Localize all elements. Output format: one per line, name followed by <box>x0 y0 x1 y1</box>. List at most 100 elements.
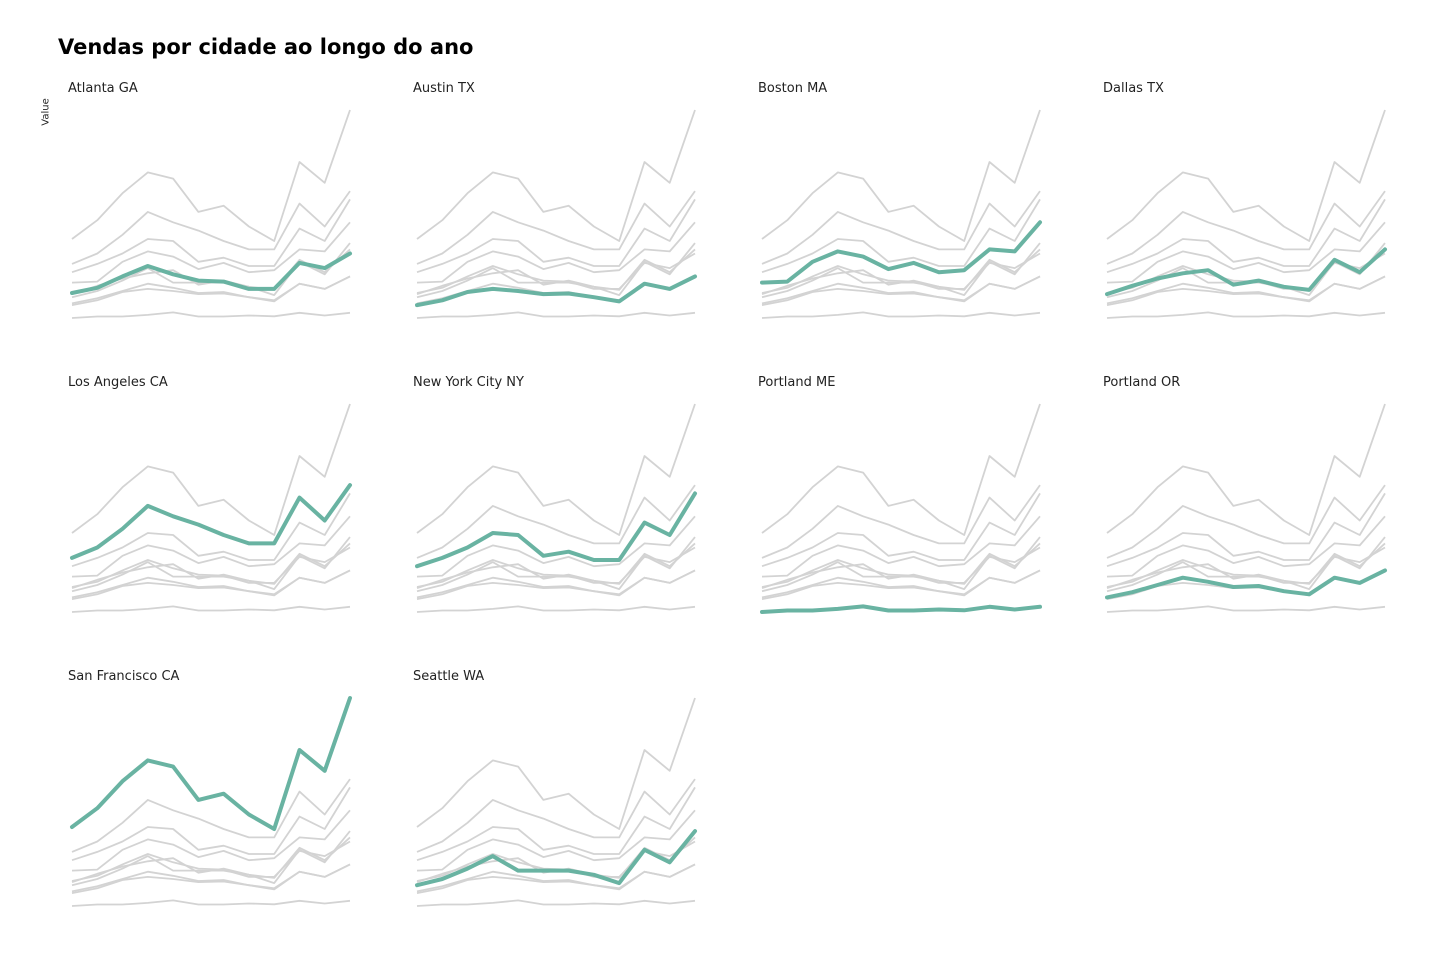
background-series-line <box>71 221 351 284</box>
background-series-line <box>416 778 696 853</box>
background-series-line <box>761 311 1041 319</box>
background-series-line <box>71 198 351 274</box>
background-series-line <box>761 190 1041 265</box>
background-series-line <box>71 542 351 589</box>
background-series-line <box>71 863 351 893</box>
background-series-line <box>1106 221 1386 284</box>
background-series-line <box>761 569 1041 599</box>
background-series-line <box>416 221 696 284</box>
background-series-line <box>71 109 351 242</box>
highlight-series-line <box>415 491 697 569</box>
background-series-line <box>71 836 351 883</box>
facet-portland-or: Portland OR <box>1103 375 1387 613</box>
facet-title: Portland ME <box>758 375 835 390</box>
facet-title: Atlanta GA <box>68 81 138 96</box>
facet-austin-tx: Austin TX <box>413 81 697 319</box>
background-series-line <box>71 899 351 907</box>
background-series-line <box>761 109 1041 242</box>
background-series-line <box>761 275 1041 305</box>
highlight-series-line <box>760 220 1042 285</box>
facet-boston-ma: Boston MA <box>758 81 1042 319</box>
background-series-line <box>416 109 696 242</box>
facet-portland-me: Portland ME <box>758 375 1042 614</box>
facet-title: Seattle WA <box>413 669 484 684</box>
background-series-line <box>761 484 1041 559</box>
facet-title: San Francisco CA <box>68 669 180 684</box>
background-series-line <box>71 311 351 319</box>
background-series-line <box>1106 492 1386 568</box>
background-series-line <box>761 515 1041 578</box>
background-series-line <box>761 536 1041 593</box>
facet-title: Portland OR <box>1103 375 1180 390</box>
background-series-line <box>416 786 696 862</box>
facet-title: New York City NY <box>413 375 524 390</box>
background-series-line <box>1106 242 1386 299</box>
background-series-line <box>71 786 351 862</box>
facet-los-angeles-ca: Los Angeles CA <box>68 375 352 613</box>
highlight-series-line <box>1105 568 1387 600</box>
background-series-line <box>71 403 351 536</box>
background-series-line <box>416 242 696 299</box>
background-series-line <box>1106 190 1386 265</box>
highlight-series-line <box>415 274 697 308</box>
background-series-line <box>416 569 696 599</box>
background-series-line <box>71 242 351 299</box>
background-series-line <box>1106 109 1386 242</box>
background-series-line <box>71 605 351 613</box>
facet-title: Austin TX <box>413 81 475 96</box>
highlight-series-line <box>70 483 352 560</box>
background-series-line <box>416 697 696 830</box>
background-series-line <box>1106 515 1386 578</box>
background-series-line <box>416 863 696 893</box>
background-series-line <box>416 198 696 274</box>
facet-new-york-city-ny: New York City NY <box>413 375 697 613</box>
highlight-series-line <box>1105 247 1387 297</box>
background-series-line <box>416 605 696 613</box>
background-series-line <box>416 536 696 593</box>
background-series-line <box>416 809 696 872</box>
background-series-line <box>71 809 351 872</box>
background-series-line <box>416 899 696 907</box>
highlight-series-line <box>70 251 352 295</box>
background-series-line <box>71 515 351 578</box>
background-series-line <box>761 403 1041 536</box>
background-series-line <box>1106 198 1386 274</box>
facet-san-francisco-ca: San Francisco CA <box>68 669 352 907</box>
background-series-line <box>416 311 696 319</box>
background-series-line <box>416 484 696 559</box>
background-series-line <box>1106 275 1386 305</box>
facet-title: Los Angeles CA <box>68 375 168 390</box>
background-series-line <box>71 190 351 265</box>
background-series-line <box>1106 536 1386 593</box>
facet-dallas-tx: Dallas TX <box>1103 81 1387 319</box>
background-series-line <box>1106 403 1386 536</box>
background-series-line <box>71 569 351 599</box>
background-series-line <box>416 190 696 265</box>
background-series-line <box>416 836 696 883</box>
background-series-line <box>761 492 1041 568</box>
facet-title: Boston MA <box>758 81 827 96</box>
background-series-line <box>71 275 351 305</box>
background-series-line <box>761 248 1041 295</box>
background-series-line <box>416 403 696 536</box>
background-series-line <box>761 198 1041 274</box>
background-series-line <box>71 778 351 853</box>
facet-title: Dallas TX <box>1103 81 1164 96</box>
background-series-line <box>71 248 351 295</box>
background-series-line <box>761 542 1041 589</box>
background-series-line <box>71 536 351 593</box>
background-series-line <box>761 242 1041 299</box>
background-series-line <box>71 830 351 887</box>
background-series-line <box>416 515 696 578</box>
chart-title: Vendas por cidade ao longo do ano <box>58 35 474 59</box>
facet-seattle-wa: Seattle WA <box>413 669 697 907</box>
highlight-series-line <box>760 604 1042 614</box>
highlight-series-line <box>415 829 697 888</box>
facet-atlanta-ga: Atlanta GA <box>68 81 352 319</box>
background-series-line <box>1106 605 1386 613</box>
background-series-line <box>71 492 351 568</box>
background-series-line <box>1106 484 1386 559</box>
highlight-series-line <box>70 696 352 831</box>
background-series-line <box>1106 311 1386 319</box>
